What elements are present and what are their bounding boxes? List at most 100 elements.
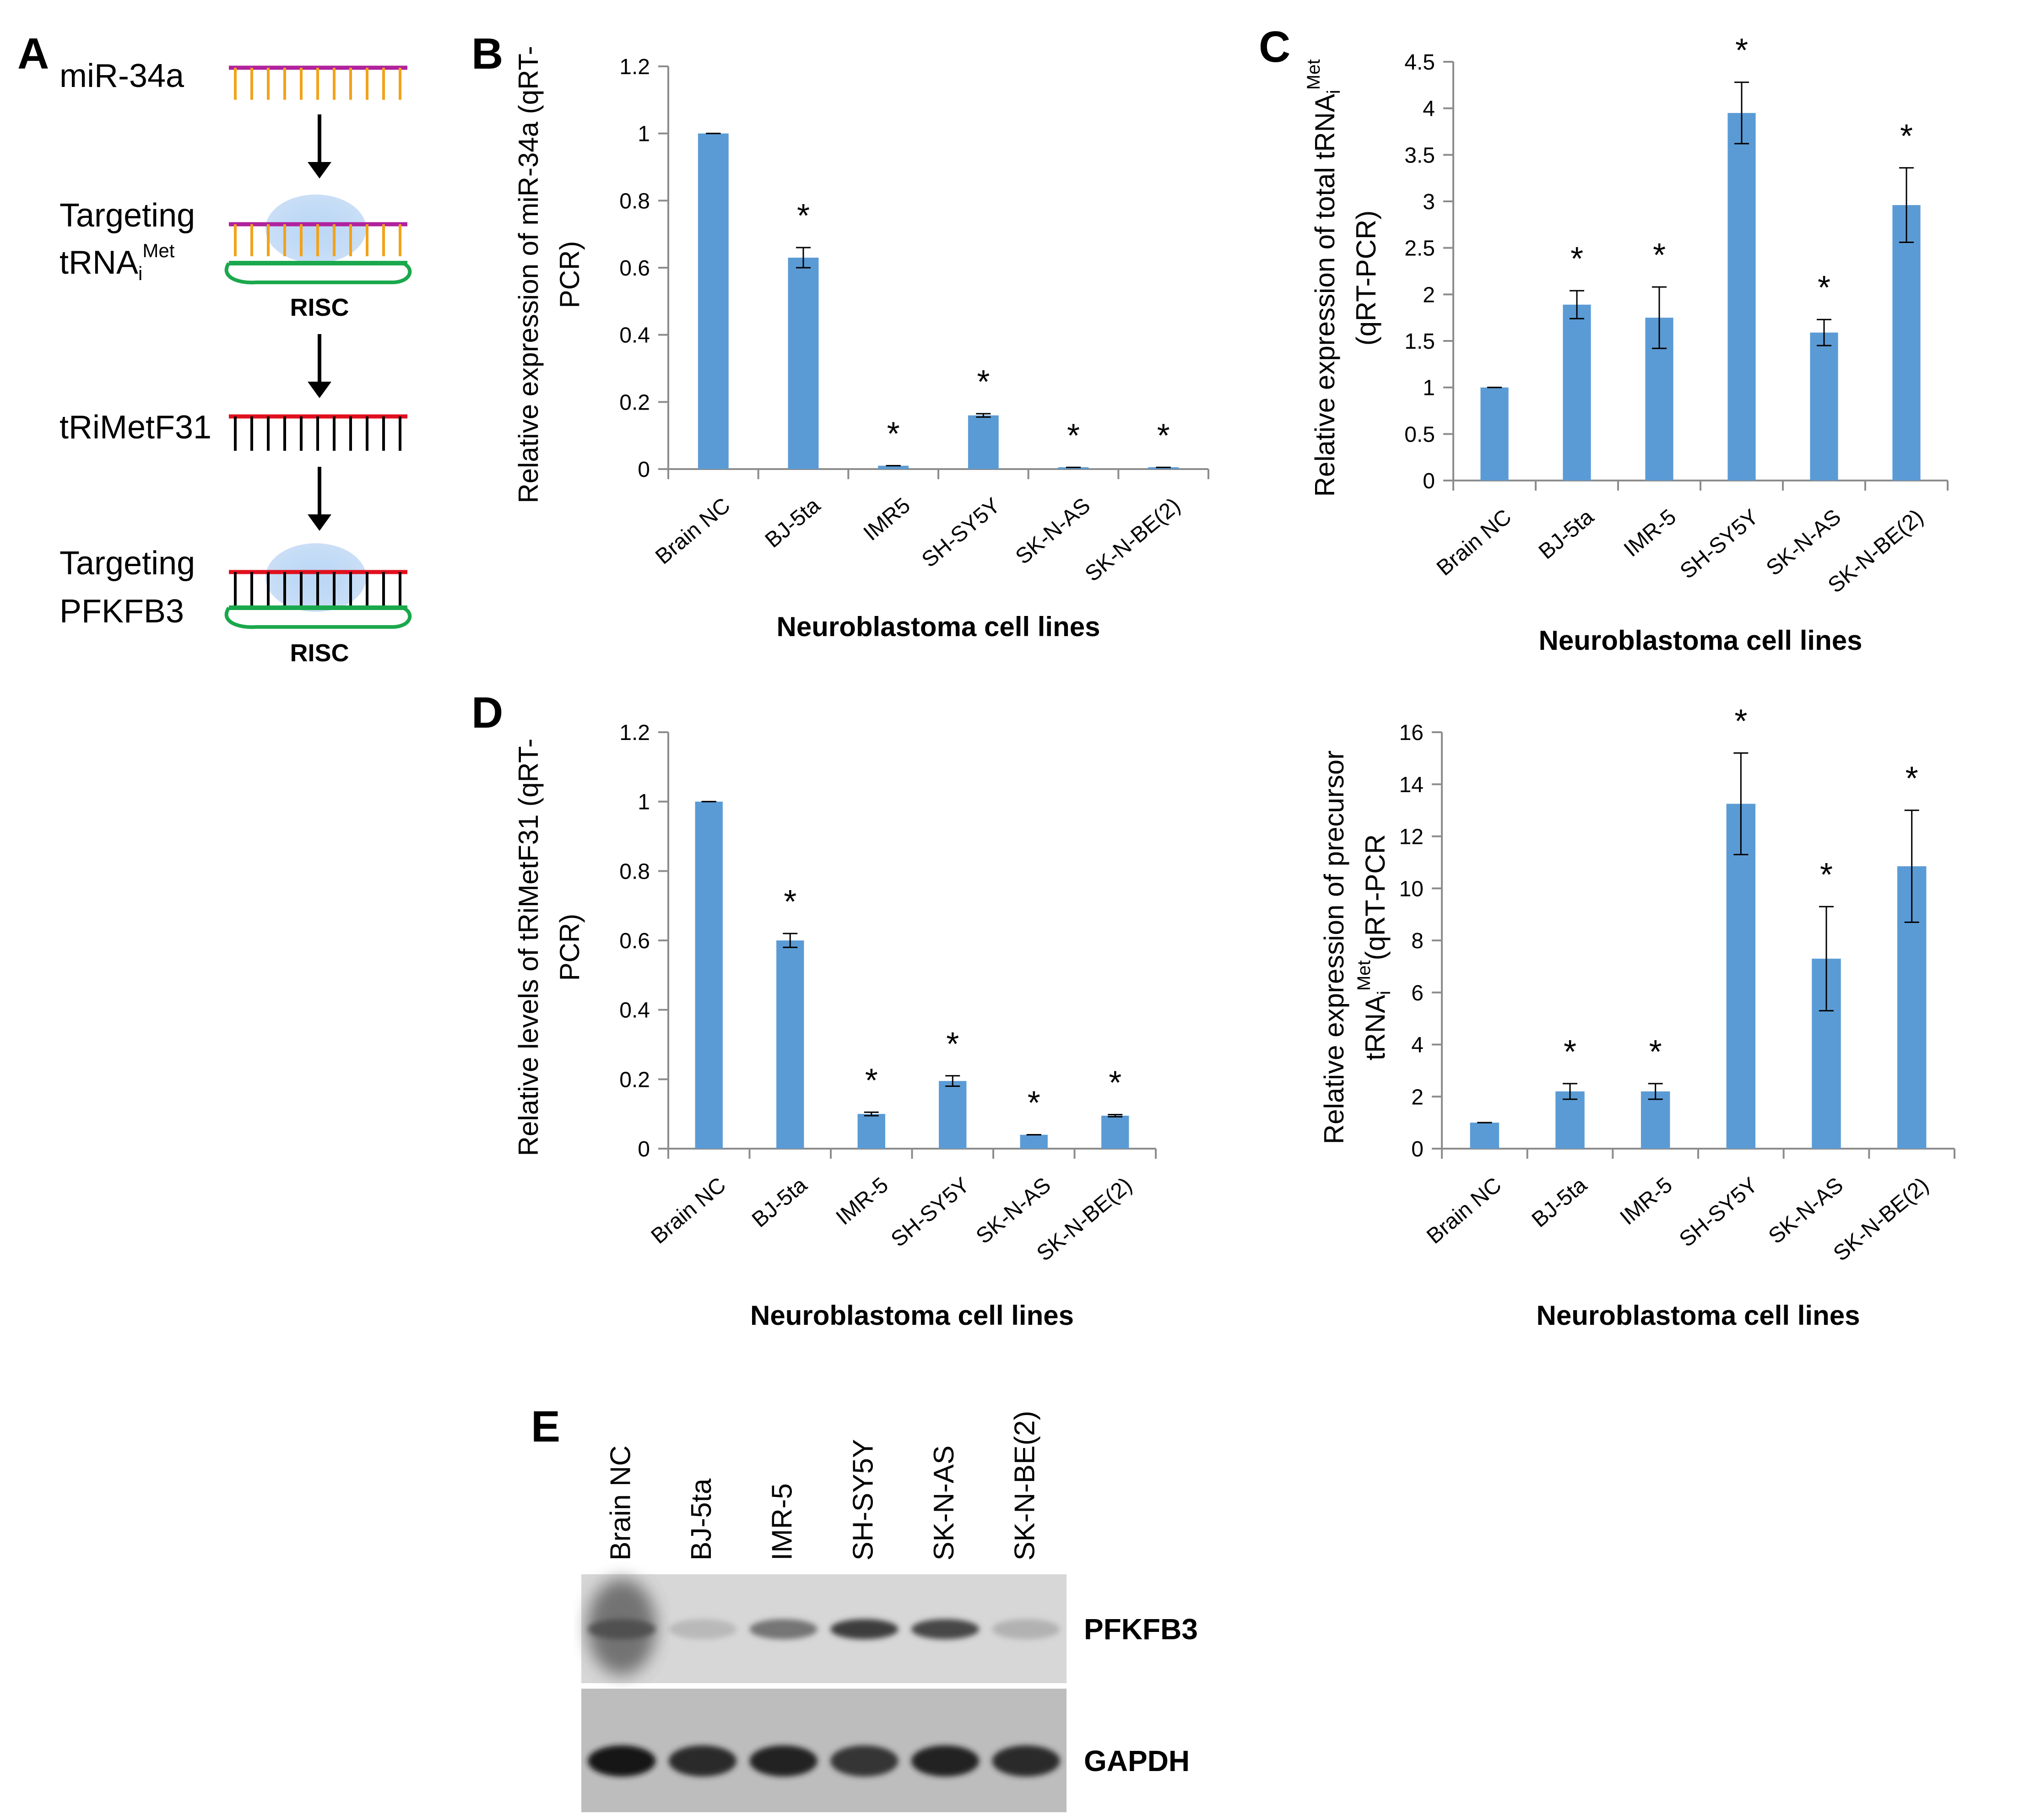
significance-star: * [1157,417,1170,454]
x-category-label: SH-SY5Y [1676,505,1763,584]
y-axis-title-line1: Relative expression of miR-34a (qRT- [513,46,544,503]
y-tick-label: 1.2 [619,55,650,79]
x-category-label: IMR-5 [1616,1173,1677,1230]
blot-band [588,1745,656,1777]
y-tick-label: 0.4 [619,324,650,348]
label-trna-imet: tRNAiMet [60,240,175,284]
significance-star: * [1109,1065,1121,1102]
blot-band [668,1619,737,1639]
bar [1563,304,1591,481]
y-tick-label: 0.6 [619,929,650,953]
y-tick-label: 0.8 [619,189,650,213]
risc-label-1: RISC [290,294,349,321]
blot-band [749,1619,818,1639]
panel-letter-e: E [531,1402,560,1451]
bar [1101,1115,1129,1149]
significance-star: * [1653,237,1666,274]
y-tick-label: 3 [1423,190,1435,214]
blot-membrane [581,1574,1067,1683]
down-arrow-icon-head [308,514,331,531]
bar [968,415,999,469]
bar [1555,1091,1585,1149]
significance-star: * [1067,417,1080,454]
y-tick-label: 16 [1399,721,1424,745]
y-tick-label: 12 [1399,825,1424,849]
panel-letter-a: A [17,29,49,78]
label-targeting-2: Targeting [60,545,195,582]
y-tick-label: 1 [638,122,650,146]
bar-charts: B 0 0.2 0.4 0.6 0.8 1 1.2 Brain NC * BJ-5ta * IMR5 * S… [471,22,1955,1331]
lane-label: SK-N-BE(2) [1009,1411,1041,1561]
bar [939,1081,967,1149]
risc-loop [224,606,412,629]
x-category-label: Brain NC [651,493,735,569]
x-category-label: Brain NC [1432,505,1516,581]
y-tick-label: 4.5 [1404,50,1435,75]
x-category-label: SK-N-AS [972,1173,1056,1249]
blot-band [911,1619,980,1639]
blot-band [911,1745,980,1777]
label-trimetf31: tRiMetF31 [60,409,211,446]
panel-e-western-blot: E Brain NC BJ-5ta IMR-5 SH-SY5Y SK-N-AS SK-N-B… [531,1402,1198,1812]
band-label: GAPDH [1084,1744,1190,1777]
significance-star: * [1028,1085,1040,1122]
y-tick-label: 4 [1423,97,1435,121]
lane-label: BJ-5ta [686,1478,717,1561]
panel-letter: D [471,688,503,737]
y-tick-label: 10 [1399,877,1424,901]
y-tick-label: 1 [1423,376,1435,400]
y-axis-title-line1: Relative expression of precursor [1319,751,1349,1144]
bar [695,801,723,1149]
panel-letter: B [471,29,503,78]
down-arrow-icon-head [308,162,331,178]
y-axis-title-line2: (qRT-PCR) [1351,211,1381,346]
x-category-label: SH-SY5Y [917,493,1005,572]
bar [1148,467,1179,469]
blot-membrane [581,1689,1067,1812]
y-axis-title-line2: PCR) [554,914,585,981]
bar [1020,1134,1048,1149]
x-category-label: IMR5 [859,493,915,545]
y-tick-label: 1.2 [619,721,650,745]
significance-star: * [1734,703,1747,740]
y-tick-label: 0.8 [619,859,650,884]
x-category-label: SH-SY5Y [1675,1173,1762,1252]
x-category-label: BJ-5ta [761,493,825,553]
label-targeting-1: Targeting [60,197,195,234]
bar [1641,1091,1670,1149]
label-mir-34a: miR-34a [60,58,184,94]
significance-star: * [1900,118,1913,155]
y-tick-label: 0 [638,1137,650,1161]
blot-band [830,1745,899,1777]
y-tick-label: 1 [638,790,650,815]
x-category-label: SK-N-AS [1764,1173,1848,1249]
y-axis-title-line2: tRNAiMet(qRT-PCR [1354,834,1394,1061]
blot-band [992,1745,1060,1777]
bar [1810,332,1838,481]
x-category-label: IMR-5 [832,1173,893,1230]
blot-band [830,1619,899,1639]
y-axis-title-line1: Relative levels of tRiMetF31 (qRT- [513,739,544,1156]
significance-star: * [977,364,990,400]
y-axis-title-line2: PCR) [554,241,585,308]
significance-star: * [1820,857,1833,893]
significance-star: * [946,1026,959,1063]
bar [698,133,729,470]
lane-label: IMR-5 [767,1483,798,1561]
panel-letter: C [1259,22,1290,71]
y-tick-label: 4 [1411,1033,1424,1058]
bar [878,465,909,469]
lane-label: SH-SY5Y [847,1439,879,1561]
x-axis-title: Neuroblastoma cell lines [1539,625,1863,656]
x-axis-title: Neuroblastoma cell lines [777,611,1100,642]
x-category-label: Brain NC [1422,1173,1506,1249]
significance-star: * [1649,1034,1662,1070]
significance-star: * [1818,270,1830,306]
significance-star: * [1906,761,1918,797]
bar [1727,113,1756,481]
x-category-label: SK-N-BE(2) [1081,493,1185,586]
blot-band [749,1745,818,1777]
y-tick-label: 2.5 [1404,237,1435,261]
y-axis-title-line1: Relative expression of total tRNAiMet [1304,59,1344,497]
